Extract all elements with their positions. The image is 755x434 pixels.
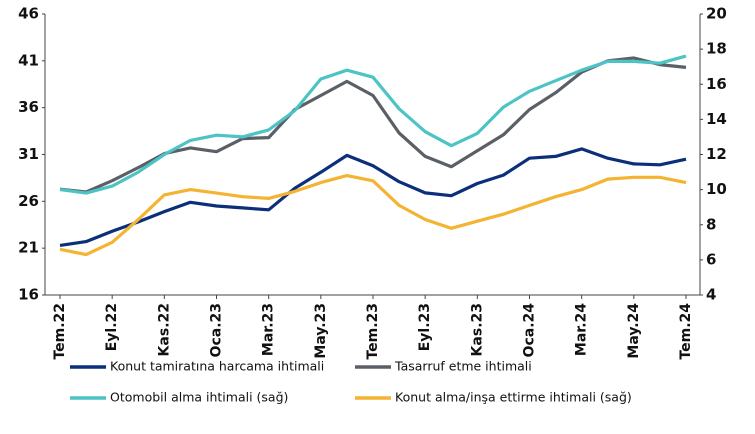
series-line [59,174,687,257]
x-tick-label: Tem.22 [52,303,68,360]
x-tick-label: Tem.23 [365,303,381,360]
series-line [59,54,687,195]
y2-tick-label: 18 [706,40,727,58]
x-tick-label: May.23 [313,303,329,359]
y2-tick-label: 6 [706,250,716,268]
y2-tick-label: 20 [706,5,727,23]
x-tick-label: Mar.23 [261,303,277,356]
y2-tick-label: 14 [706,110,727,128]
x-tick-label: Eyl.23 [417,303,433,351]
y2-tick-label: 12 [706,145,727,163]
legend-label: Konut alma/inşa ettirme ihtimali (sağ) [395,390,632,405]
y-tick-label: 16 [18,286,39,304]
y-tick-label: 26 [18,192,39,210]
legend-label: Konut tamiratına harcama ihtimali [110,359,324,374]
y-tick-label: 41 [18,51,39,69]
y-tick-label: 46 [18,5,39,23]
legend-label: Otomobil alma ihtimali (sağ) [110,390,288,405]
y-tick-label: 36 [18,98,39,116]
y-tick-label: 21 [18,239,39,257]
series-line [59,147,687,247]
x-tick-label: Oca.23 [209,303,225,357]
y-tick-label: 31 [18,145,39,163]
x-tick-label: Kas.23 [469,303,485,356]
x-tick-label: Kas.22 [156,303,172,356]
x-tick-label: Eyl.22 [104,303,120,351]
y2-tick-label: 4 [706,286,716,304]
y2-tick-label: 10 [706,180,727,198]
x-tick-label: Mar.24 [574,303,590,356]
x-tick-label: May.24 [626,303,642,359]
y2-tick-label: 16 [706,75,727,93]
x-tick-label: Oca.24 [522,303,538,358]
x-tick-label: Tem.24 [678,303,694,360]
legend-label: Tasarruf etme ihtimali [394,359,532,374]
y2-tick-label: 8 [706,215,716,233]
